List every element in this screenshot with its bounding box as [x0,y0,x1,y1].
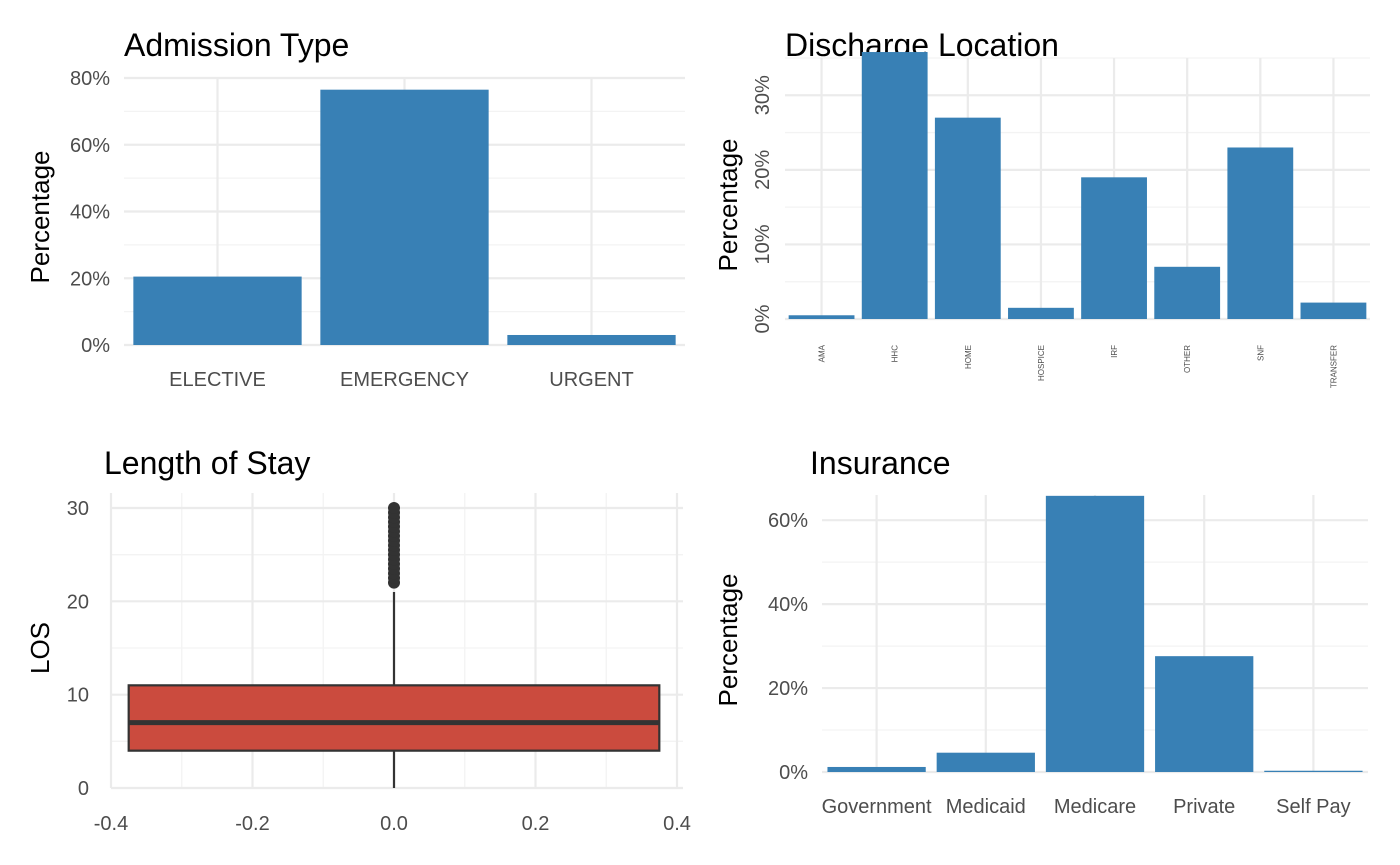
x-tick-label: -0.4 [94,813,128,835]
panel-insurance: Insurance Percentage 0% 20% 40% 60% Governme… [713,445,1368,818]
y-tick-label: 40% [768,594,808,616]
y-tick-label: 20% [752,150,774,190]
bar [1264,770,1363,772]
x-tick-label: Government [822,796,932,818]
x-tick-label: 0.4 [663,813,691,835]
chart-title: Admission Type [124,27,349,63]
bar [827,766,926,772]
y-tick-label: 20% [70,268,110,290]
x-tick-label: Medicare [1054,796,1136,818]
chart-title: Length of Stay [104,445,310,481]
x-tick-label: TRANSFER [1329,345,1338,388]
bar [133,276,302,345]
bar [934,117,1001,320]
y-tick-label: 0% [81,335,110,357]
x-tick-label: OTHER [1183,345,1192,373]
y-tick-label: 0% [752,304,774,333]
bar [936,752,1035,772]
x-tick-label: -0.2 [235,813,269,835]
x-tick-label: AMA [818,344,827,362]
bar [1045,495,1145,772]
y-axis-label: LOS [25,622,55,674]
y-tick-label: 10 [67,685,89,707]
x-tick-label: URGENT [549,369,633,391]
y-axis-label: Percentage [25,151,55,284]
y-tick-label: 20 [67,591,89,613]
x-tick-label: SNF [1256,345,1265,361]
y-tick-label: 80% [70,68,110,90]
y-tick-label: 60% [768,510,808,532]
bar [1227,147,1294,319]
y-axis-label: Percentage [713,574,743,707]
chart-title: Insurance [810,445,951,481]
x-tick-label: EMERGENCY [340,369,469,391]
x-tick-label: 0.2 [522,813,550,835]
bar [1154,266,1221,319]
bar [1081,177,1147,319]
y-axis-label: Percentage [713,139,743,272]
bar [861,52,928,319]
bar [788,315,855,319]
panel-discharge-location: Discharge Location Percentage 0%10%20%30… [713,27,1370,388]
x-tick-label: HOSPICE [1037,345,1046,381]
x-tick-label: HOME [964,345,973,369]
x-tick-label: HHC [891,345,900,363]
x-tick-label: 0.0 [380,813,408,835]
bar [1155,656,1254,772]
bar [1008,307,1074,319]
y-tick-label: 30 [67,498,89,520]
panel-length-of-stay: Length of Stay LOS 0 10 20 30 -0.4 -0.2 0.0 0.2… [25,445,691,835]
y-tick-label: 0% [779,762,808,784]
y-tick-label: 0 [78,778,89,800]
y-tick-label: 40% [70,202,110,224]
x-tick-label: Self Pay [1276,796,1350,818]
y-tick-label: 20% [768,678,808,700]
bar [1300,302,1367,319]
y-tick-label: 30% [752,75,774,115]
panel-admission-type: Admission Type Percentage 0% 20% 40% 60% 80%… [25,27,685,391]
bar [320,89,489,346]
bar [507,334,676,345]
x-tick-label: IRF [1110,345,1119,358]
x-tick-label: ELECTIVE [169,369,266,391]
box [127,684,661,752]
y-tick-label: 60% [70,135,110,157]
x-tick-label: Private [1173,796,1235,818]
x-tick-label: Medicaid [946,796,1026,818]
y-tick-label: 10% [752,224,774,264]
outlier-point [388,502,400,514]
